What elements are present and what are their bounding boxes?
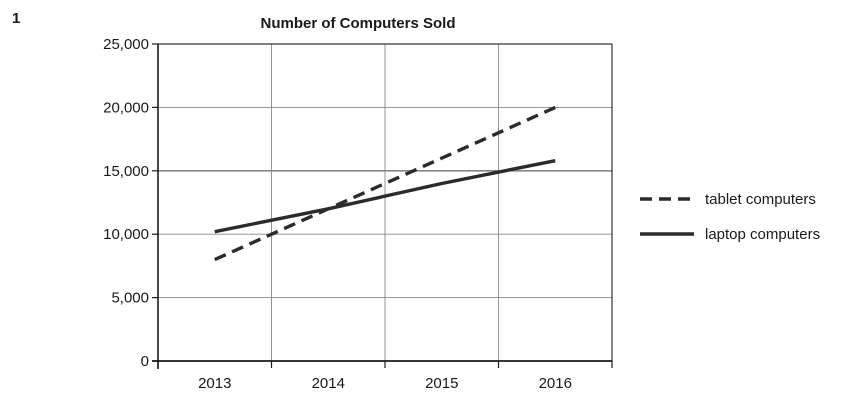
y-tick-label-4: 20,000 [103,99,149,116]
series-line-laptop-computers [214,158,556,234]
x-tick-label-2014: 2014 [312,375,345,392]
chart-grid [158,43,612,362]
y-tick-label-2: 10,000 [103,226,149,243]
x-axis-ticks: 2013 2014 2015 2016 [157,361,613,392]
legend-label-tablet-computers: tablet computers [705,191,816,208]
x-tick-label-2015: 2015 [425,375,458,392]
chart-series [214,105,556,262]
series-line-tablet-computers [214,105,556,262]
x-tick-label-2013: 2013 [198,375,231,392]
chart-title: Number of Computers Sold [260,15,455,32]
x-tick-label-2016: 2016 [539,375,572,392]
y-tick-label-5: 25,000 [103,36,149,53]
y-tick-label-1: 5,000 [111,290,149,307]
y-axis-ticks: 0 5,000 10,000 15,000 20,000 25,000 [103,36,158,370]
chart-axes [152,43,613,369]
y-tick-label-3: 15,000 [103,163,149,180]
chart-legend: tablet computers laptop computers [640,191,820,243]
question-number: 1 [12,10,21,27]
y-tick-label-0: 0 [141,353,149,370]
legend-label-laptop-computers: laptop computers [705,226,820,243]
